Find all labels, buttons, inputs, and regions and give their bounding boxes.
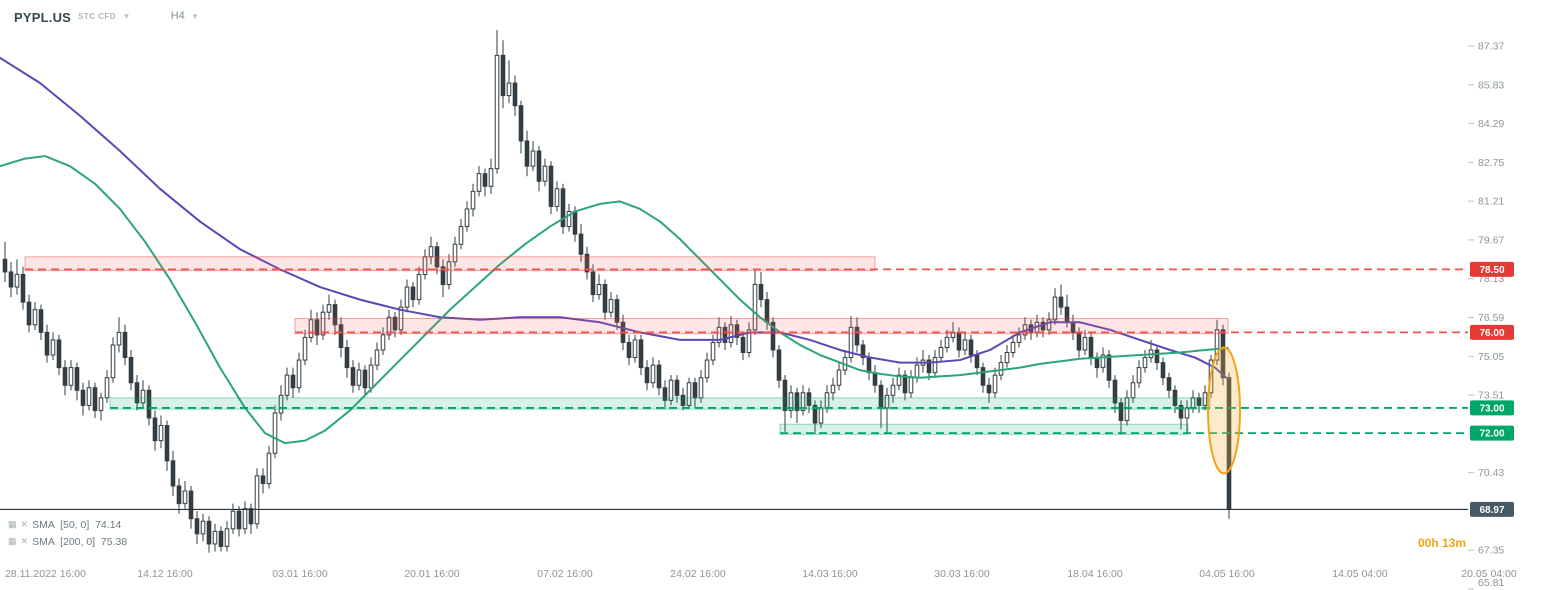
price-label-72.00: 72.00 [1470,425,1514,441]
svg-text:70.43: 70.43 [1478,467,1504,479]
indicator-row: ▦ ✕ SMA [200, 0] 75.38 [8,533,127,550]
indicator-remove-icon[interactable]: ✕ [20,519,29,529]
svg-text:65.81: 65.81 [1478,577,1504,589]
svg-text:14.03 16:00: 14.03 16:00 [802,568,858,580]
chart-header: PYPL.US STC CFD ▾ H4 ▾ [14,10,197,25]
instrument-type-label: STC CFD [78,12,117,21]
support-zone-72.00 [779,423,1468,435]
indicator-remove-icon[interactable]: ✕ [20,536,29,546]
candles-layer [2,30,1232,553]
svg-text:84.29: 84.29 [1478,118,1504,130]
svg-text:30.03 16:00: 30.03 16:00 [934,568,990,580]
svg-text:03.01 16:00: 03.01 16:00 [272,568,328,580]
support-zone-73.00 [109,397,1468,410]
timeframe-selector[interactable]: H4 [170,10,185,22]
svg-text:24.02 16:00: 24.02 16:00 [670,568,726,580]
svg-text:67.35: 67.35 [1478,545,1504,557]
indicator-settings-icon[interactable]: ▦ [8,536,17,546]
svg-text:79.67: 79.67 [1478,234,1504,246]
svg-text:14.05 04:00: 14.05 04:00 [1332,568,1388,580]
svg-text:81.21: 81.21 [1478,196,1504,208]
symbol-name[interactable]: PYPL.US [14,10,72,25]
price-label-76.00: 76.00 [1470,324,1514,340]
chevron-down-icon[interactable]: ▾ [192,11,198,21]
indicator-settings-icon[interactable]: ▦ [8,519,17,529]
svg-text:85.83: 85.83 [1478,79,1504,91]
indicator-row: ▦ ✕ SMA [50, 0] 74.14 [8,516,127,533]
svg-text:72.00: 72.00 [1479,429,1504,440]
svg-text:20.01 16:00: 20.01 16:00 [404,568,460,580]
svg-text:76.00: 76.00 [1479,328,1504,339]
indicator-label: SMA [50, 0] 74.14 [32,518,122,531]
svg-text:07.02 16:00: 07.02 16:00 [537,568,593,580]
current-price-label: 68.97 [1470,501,1514,517]
indicator-legend: ▦ ✕ SMA [50, 0] 74.14 ▦ ✕ SMA [200, 0] 75.38 [8,516,127,550]
svg-text:28.11.2022 16:00: 28.11.2022 16:00 [5,568,86,580]
svg-text:73.00: 73.00 [1479,403,1504,414]
svg-text:76.59: 76.59 [1478,312,1504,324]
svg-text:73.51: 73.51 [1478,390,1504,402]
price-label-73.00: 73.00 [1470,400,1514,416]
svg-text:20.05 04:00: 20.05 04:00 [1461,568,1517,580]
svg-text:75.05: 75.05 [1478,351,1504,363]
svg-text:18.04 16:00: 18.04 16:00 [1067,568,1123,580]
indicator-label: SMA [200, 0] 75.38 [32,535,128,548]
overlay-sma50 [0,56,1229,381]
svg-text:82.75: 82.75 [1478,157,1504,169]
highlight-ellipse [1207,346,1241,475]
resistance-zone-78.50 [24,256,1468,272]
svg-text:14.12 16:00: 14.12 16:00 [137,568,193,580]
time-axis: 28.11.2022 16:00 14.12 16:00 03.01 16:00 20… [5,568,1517,580]
svg-text:68.97: 68.97 [1479,505,1504,516]
svg-text:87.37: 87.37 [1478,41,1504,53]
candle-countdown: 00h 13m [1417,536,1466,550]
chevron-down-icon[interactable]: ▾ [124,11,129,21]
price-label-78.50: 78.50 [1470,261,1514,277]
svg-text:04.05 16:00: 04.05 16:00 [1199,568,1255,580]
overlay-sma200 [0,155,1229,445]
svg-text:78.50: 78.50 [1479,265,1504,276]
resistance-zone-76.00 [294,318,1468,335]
